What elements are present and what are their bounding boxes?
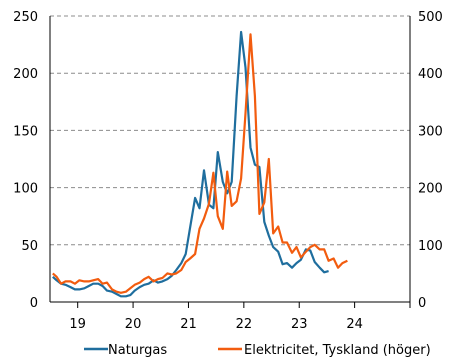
y-tick-label-right: 100: [418, 239, 443, 254]
series-line-naturgas: [52, 30, 329, 298]
y-axis-right: 0 100 200 300 400 500: [418, 10, 443, 311]
x-tick-label: 19: [69, 317, 86, 332]
y-tick-label-left: 0: [30, 296, 38, 311]
y-tick-label-left: 150: [13, 124, 38, 139]
x-tick-label: 22: [236, 317, 253, 332]
y-tick-label-right: 0: [418, 296, 426, 311]
y-tick-label-left: 50: [21, 239, 38, 254]
y-tick-label-right: 500: [418, 10, 443, 25]
legend-label: Naturgas: [108, 343, 167, 358]
axes: [49, 16, 411, 303]
y-tick-label-left: 250: [13, 10, 38, 25]
series-lines: [52, 30, 348, 298]
gridlines: [50, 15, 410, 246]
legend-label: Elektricitet, Tyskland (höger): [244, 343, 431, 358]
y-tick-label-left: 200: [13, 67, 38, 82]
y-tick-label-left: 100: [13, 182, 38, 197]
legend: Naturgas Elektricitet, Tyskland (höger): [84, 343, 431, 358]
x-axis: 19 20 21 22 23 24: [69, 302, 411, 332]
series-line-elektricitet: [52, 33, 348, 294]
y-axis-left: 0 50 100 150 200 250: [13, 10, 38, 311]
y-tick-label-right: 200: [418, 182, 443, 197]
x-tick-label: 21: [180, 317, 197, 332]
x-tick-label: 23: [291, 317, 308, 332]
y-tick-label-right: 400: [418, 67, 443, 82]
x-tick-label: 24: [346, 317, 363, 332]
x-tick-label: 20: [125, 317, 142, 332]
y-tick-label-right: 300: [418, 124, 443, 139]
